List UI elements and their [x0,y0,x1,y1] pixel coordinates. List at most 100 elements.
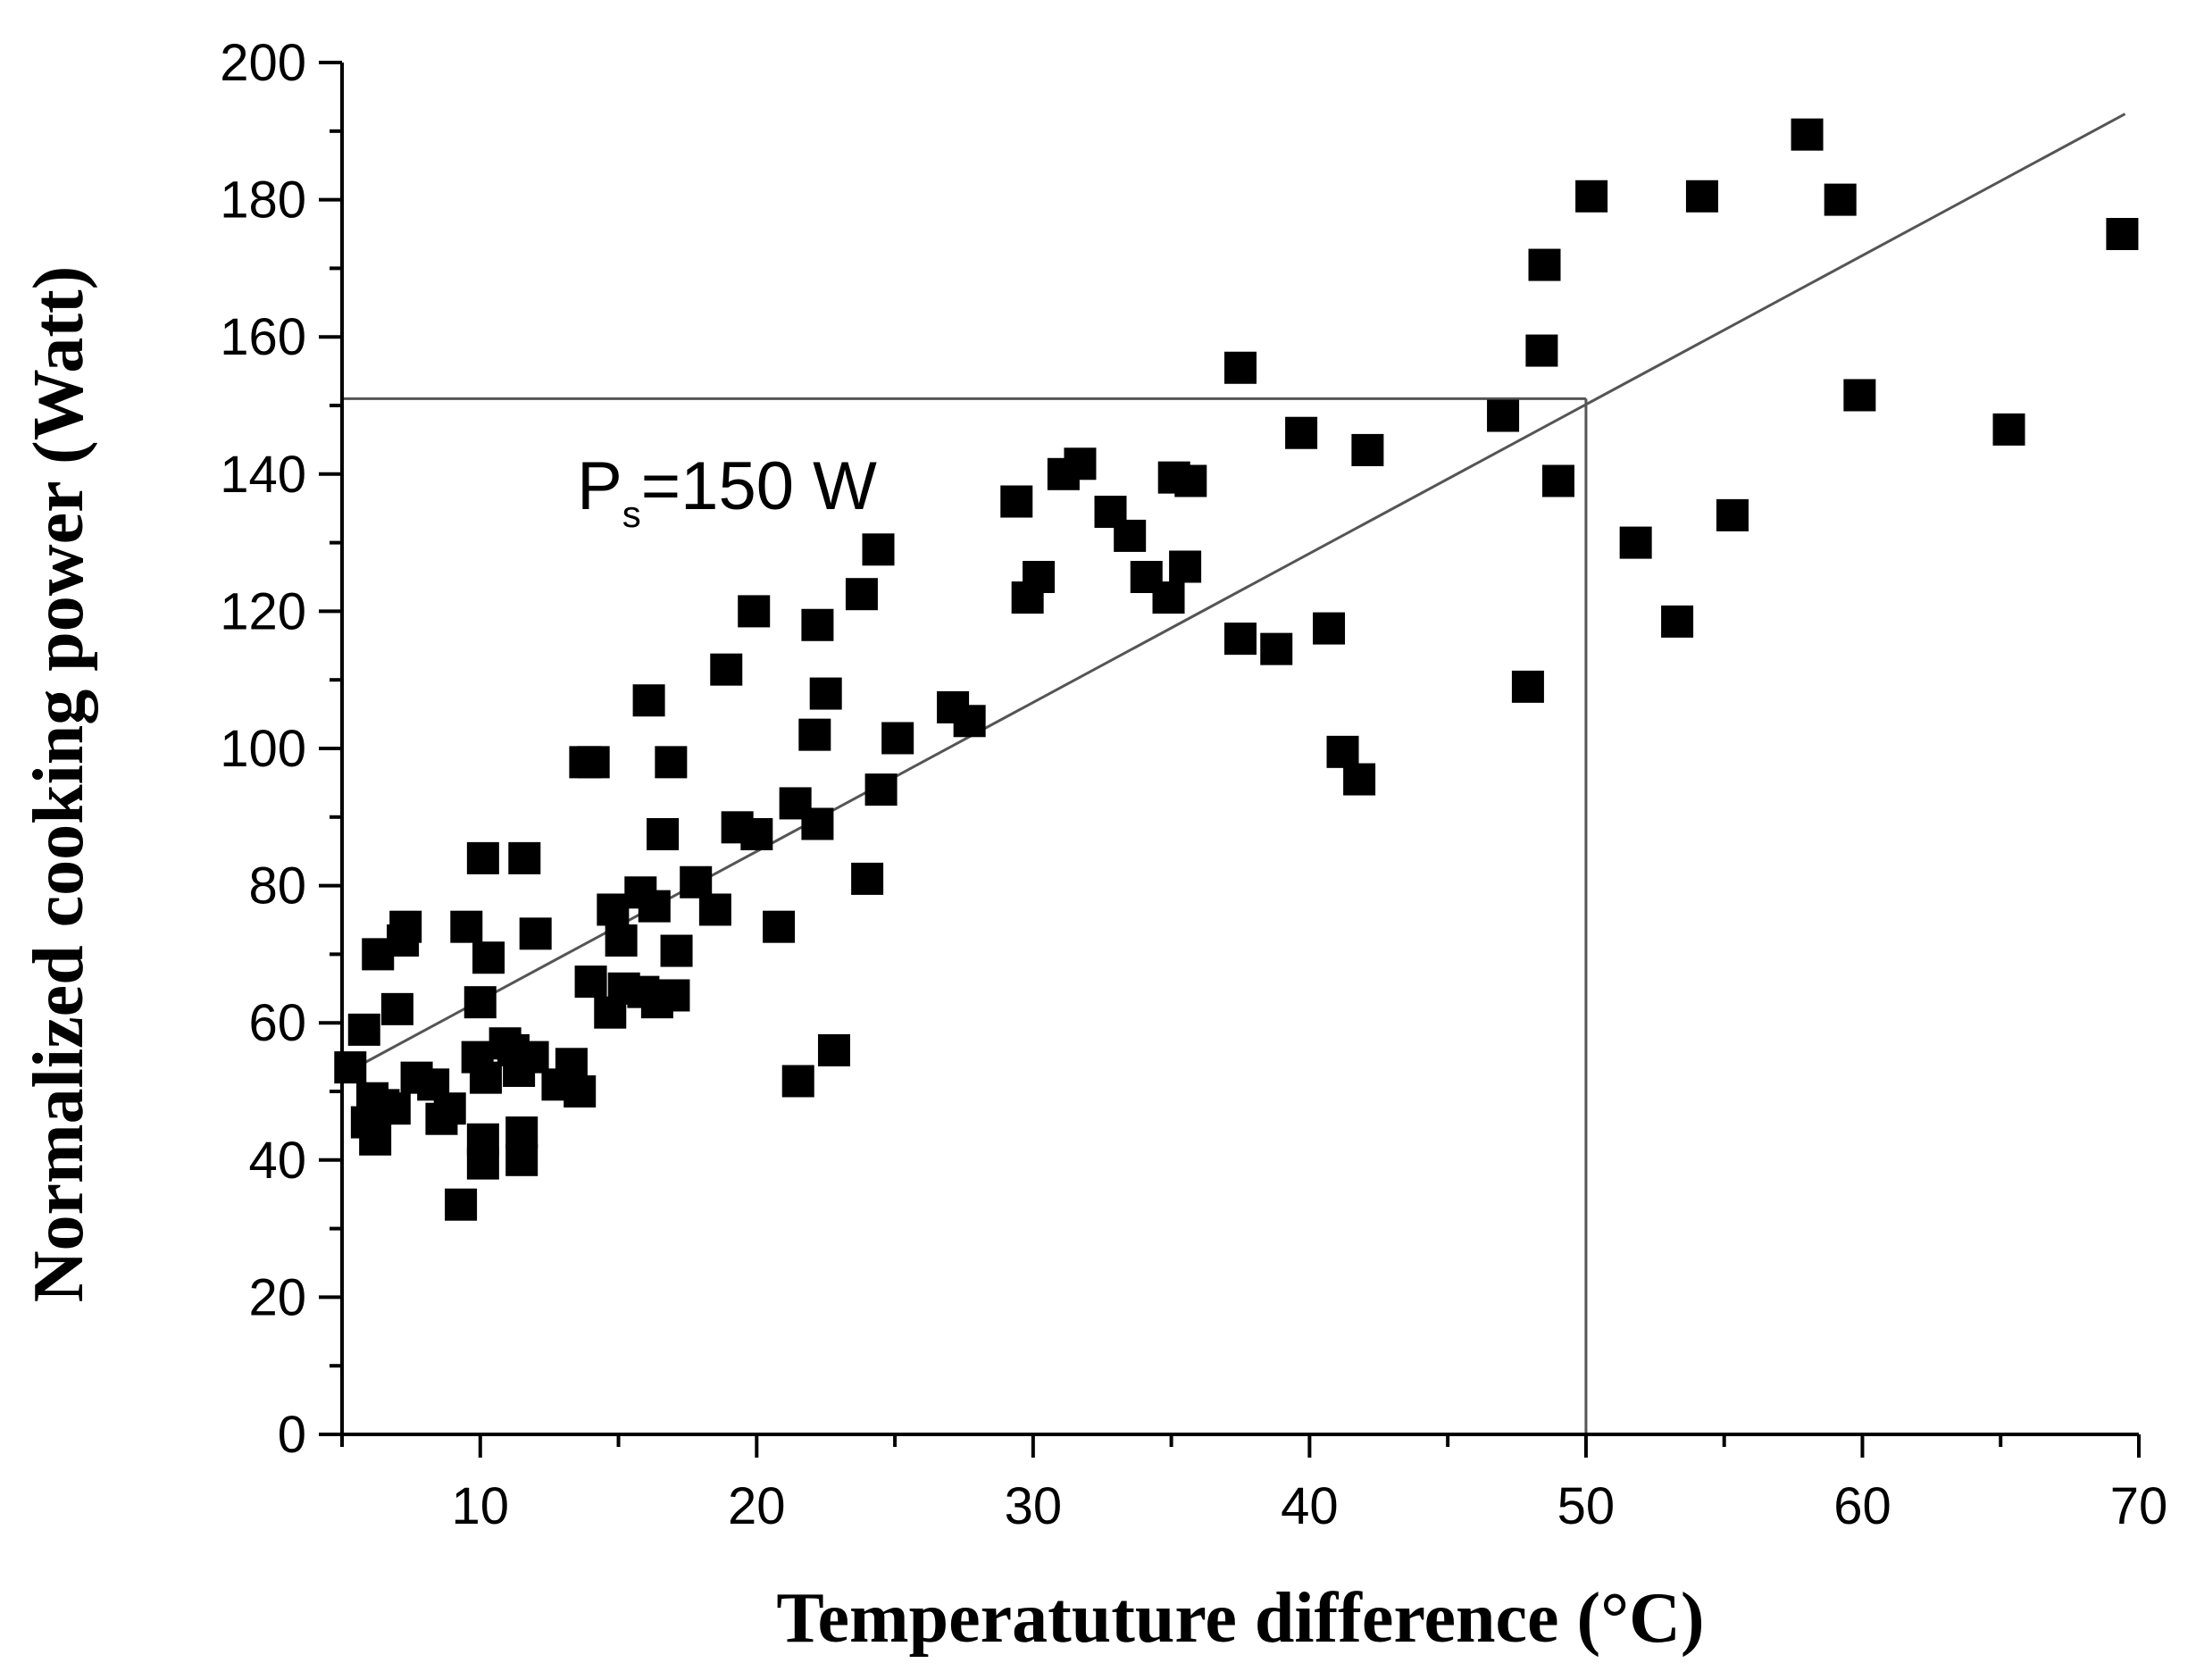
data-point [380,992,413,1025]
data-point [2106,218,2139,250]
data-point [1541,464,1574,497]
data-point [862,533,895,566]
data-point [1169,550,1202,583]
data-point [1824,183,1857,216]
data-point [1152,581,1185,614]
y-tick-label: 100 [220,720,306,778]
reference-lines [342,397,1588,1434]
data-point [817,1033,850,1066]
data-point [1114,519,1147,552]
x-tick-label: 10 [452,1477,510,1535]
data-point [660,934,693,967]
data-point [647,818,680,850]
data-point [1528,248,1561,281]
data-point [680,865,713,899]
data-point [508,841,541,874]
data-point [1619,526,1652,559]
data-point [798,718,831,751]
data-point [1351,433,1384,466]
data-point [763,910,796,943]
data-point [1843,379,1876,412]
data-point [845,578,878,611]
y-tick-label: 160 [220,308,306,366]
data-point [574,965,607,999]
x-tick-label: 20 [728,1477,786,1535]
data-point [1716,498,1749,531]
data-point [555,1048,588,1081]
data-point [445,1188,478,1221]
data-points [334,118,2139,1221]
y-tick-label: 40 [248,1132,306,1190]
y-tick-label: 20 [248,1268,306,1326]
data-point [1343,763,1376,796]
data-point [1661,605,1694,638]
annotation-sub: s [622,493,641,535]
data-point [655,746,688,779]
y-tick-label: 120 [220,582,306,640]
data-point [1511,670,1544,703]
data-point [359,1123,392,1156]
data-point [605,924,638,957]
data-point [781,1065,814,1098]
data-point [469,1061,502,1094]
y-tick-label: 0 [278,1406,306,1464]
y-tick-label: 80 [248,857,306,915]
x-axis-title: Temperatuture difference (°C) [776,1579,1704,1658]
data-point [1260,632,1293,665]
data-point [864,773,898,807]
data-point [334,1051,367,1084]
x-tick-label: 60 [1833,1477,1891,1535]
data-point [1285,416,1318,449]
data-point [378,1092,411,1125]
data-point [1000,485,1033,518]
data-point [505,1143,539,1176]
annotation-ps: Ps=150 W [577,448,877,535]
data-point [657,979,690,1012]
data-point [638,890,671,923]
data-point [516,1041,549,1074]
data-point [347,1013,380,1046]
data-point [1326,735,1359,768]
data-point [433,1092,466,1125]
data-point [1791,118,1824,151]
y-tick-label: 60 [248,994,306,1052]
data-point [1487,399,1520,432]
data-point [738,595,771,628]
data-point [801,608,834,641]
data-point [577,746,610,779]
data-point [472,941,505,974]
data-point [1023,561,1056,593]
data-point [1575,180,1608,213]
data-point [1174,464,1207,497]
data-point [953,705,986,738]
x-tick-label: 30 [1005,1477,1063,1535]
data-point [463,986,497,1019]
data-point [698,893,731,926]
data-point [1685,180,1718,213]
axes: 0 20 40 60 80 100 120 140 160 180 200 10 20 30 40 50 60 7… [220,34,2167,1535]
y-tick-label: 180 [220,171,306,230]
y-tick-label: 200 [220,34,306,92]
data-point [1224,623,1257,656]
data-point [851,862,884,895]
data-point [597,893,630,926]
annotation-rest: =150 W [641,448,877,524]
data-point [710,653,743,686]
y-axis-title: Normalized cooking power (Watt) [20,266,98,1303]
data-point [1992,413,2025,446]
data-point [389,910,422,943]
data-point [505,1116,539,1149]
data-point [466,841,499,874]
y-tick-label: 140 [220,446,306,504]
data-point [809,677,842,710]
data-point [564,1075,597,1107]
data-point [1224,351,1257,384]
x-tick-label: 50 [1557,1477,1616,1535]
data-point [740,818,773,850]
x-tick-label: 40 [1281,1477,1339,1535]
data-point [801,807,834,840]
data-point [1313,612,1346,645]
data-point [519,917,552,950]
